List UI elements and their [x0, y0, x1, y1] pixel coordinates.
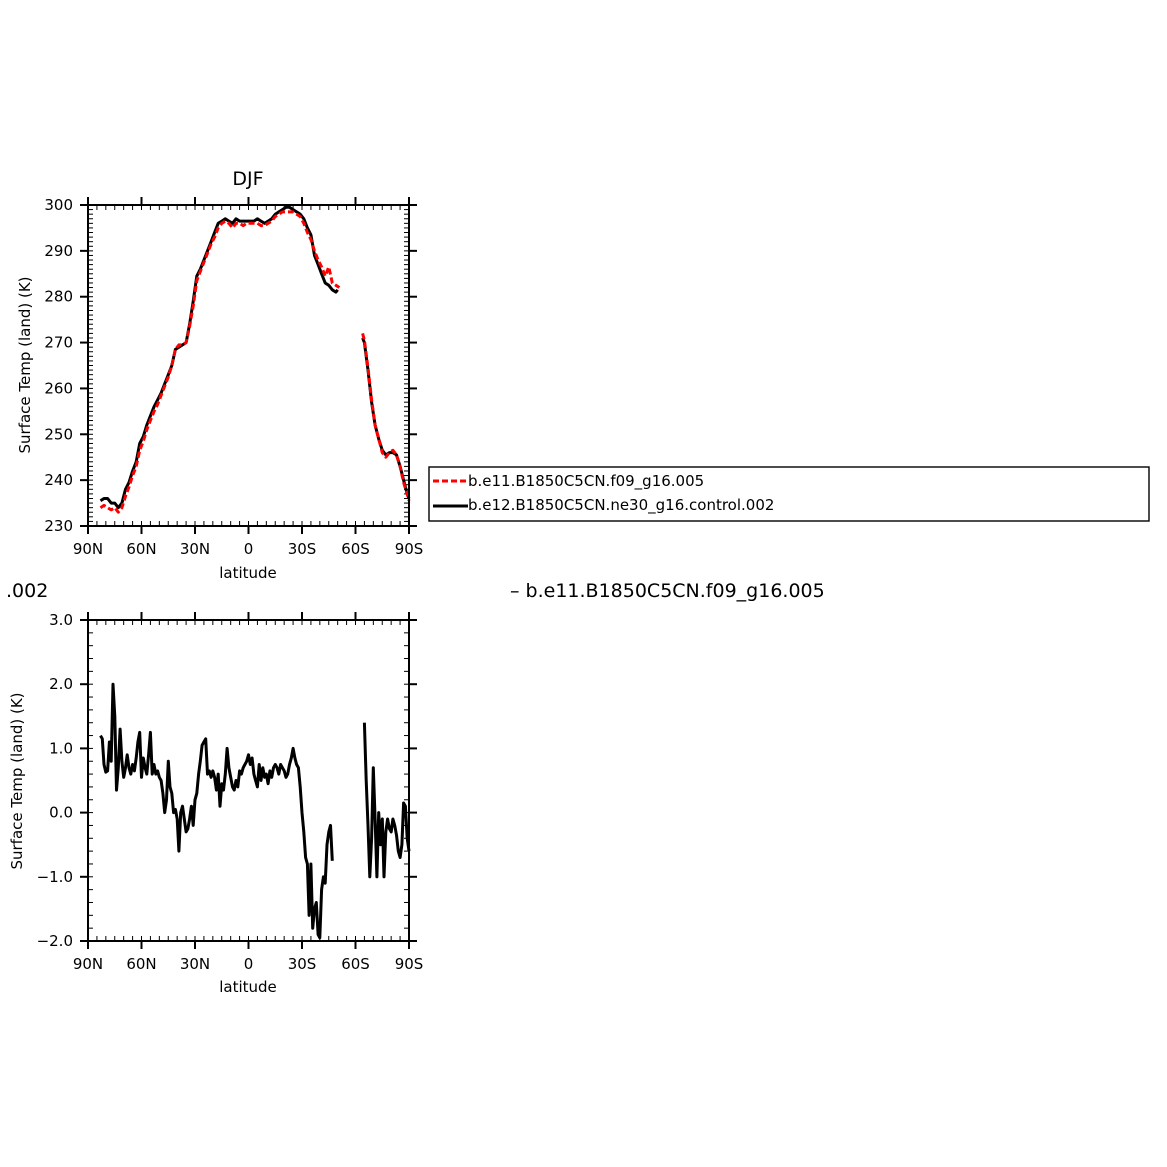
y-tick-label: 300 [44, 196, 73, 214]
bottom-chart: latitude Surface Temp (land) (K) 90N 60N 3… [8, 611, 423, 996]
top-chart-xlabel: latitude [219, 564, 277, 582]
x-tick-label: 90S [395, 540, 424, 558]
clipped-title-fragment-left: .002 [6, 580, 48, 602]
x-tick-label: 90N [73, 955, 103, 973]
series-line-red-dashed [99, 210, 341, 514]
x-tick-label: 0 [244, 540, 254, 558]
plot-frame [87, 204, 410, 527]
x-tick-label: 60S [341, 955, 370, 973]
y-tick-label: 230 [44, 517, 73, 535]
y-tick-label: 3.0 [49, 611, 73, 629]
x-tick-label: 30S [288, 955, 317, 973]
series-line-black-solid [99, 682, 334, 940]
plot-frame [87, 619, 410, 942]
x-tick-label: 60S [341, 540, 370, 558]
y-tick-label: −1.0 [37, 868, 73, 886]
series-line-black-solid [362, 722, 411, 879]
y-tick-label: 240 [44, 471, 73, 489]
x-tick-label: 60N [126, 955, 156, 973]
series-line-red-dashed [361, 333, 411, 502]
x-tick-label: 30N [180, 540, 210, 558]
bottom-chart-ylabel: Surface Temp (land) (K) [8, 692, 26, 869]
y-tick-label: 260 [44, 379, 73, 397]
y-tick-label: 280 [44, 288, 73, 306]
y-tick-label: 2.0 [49, 675, 73, 693]
x-tick-label: 30S [288, 540, 317, 558]
x-tick-label: 30N [180, 955, 210, 973]
y-tick-label: 250 [44, 425, 73, 443]
x-tick-label: 90S [395, 955, 424, 973]
x-tick-label: 90N [73, 540, 103, 558]
top-chart-ylabel: Surface Temp (land) (K) [16, 276, 34, 453]
clipped-title-fragment-right: – b.e11.B1850C5CN.f09_g16.005 [510, 580, 825, 602]
y-tick-label: 270 [44, 334, 73, 352]
top-chart-title: DJF [232, 168, 263, 190]
legend: b.e11.B1850C5CN.f09_g16.005 b.e12.B1850C… [428, 466, 1150, 522]
legend-frame [428, 466, 1150, 522]
y-tick-label: 290 [44, 242, 73, 260]
x-tick-label: 60N [126, 540, 156, 558]
legend-entry-label: b.e12.B1850C5CN.ne30_g16.control.002 [468, 496, 774, 515]
legend-entry-label: b.e11.B1850C5CN.f09_g16.005 [468, 472, 704, 491]
y-tick-label: 0.0 [49, 804, 73, 822]
x-tick-label: 0 [244, 955, 254, 973]
bottom-chart-xlabel: latitude [219, 978, 277, 996]
series-line-black-solid [99, 205, 339, 510]
y-tick-label: 1.0 [49, 739, 73, 757]
y-tick-label: −2.0 [37, 932, 73, 950]
top-chart: DJF latitude Surface Temp (land) (K) 90N… [16, 168, 423, 582]
